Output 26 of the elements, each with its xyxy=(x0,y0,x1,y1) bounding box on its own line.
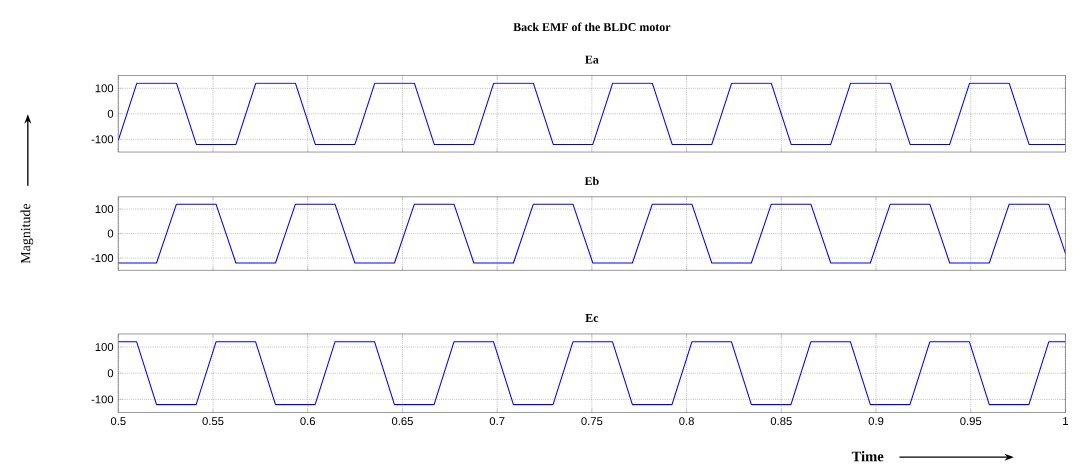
y-tick-label: -100 xyxy=(91,395,114,404)
y-tick-label: -100 xyxy=(91,254,114,263)
x-tick-label: 0.9 xyxy=(868,417,884,426)
y-tick-label: 0 xyxy=(107,369,114,378)
chart-title: Ec xyxy=(585,314,599,323)
x-tick-label: 0.75 xyxy=(581,417,603,426)
y-tick-label: 100 xyxy=(95,84,114,93)
y-axis-title: Magnitude xyxy=(20,204,34,264)
y-tick-label: -100 xyxy=(91,135,114,144)
chart-title: Back EMF of the BLDC motor xyxy=(513,22,671,32)
x-tick-label: 0.55 xyxy=(202,417,224,426)
x-tick-label: 0.7 xyxy=(489,417,505,426)
chart-subtitle: Ea xyxy=(585,55,599,64)
chart-title: Eb xyxy=(584,176,599,186)
x-tick-label: 0.65 xyxy=(391,417,413,426)
x-axis-title: Time xyxy=(851,451,884,462)
y-tick-label: 0 xyxy=(107,109,114,118)
x-tick-label: 1 xyxy=(1063,417,1069,426)
x-tick-label: 0.8 xyxy=(679,417,694,426)
x-tick-label: 0.5 xyxy=(110,417,126,426)
x-tick-label: 0.6 xyxy=(300,417,316,426)
y-tick-label: 0 xyxy=(107,229,114,238)
y-tick-label: 100 xyxy=(95,205,114,214)
y-tick-label: 100 xyxy=(95,343,114,352)
x-tick-label: 0.95 xyxy=(960,417,982,426)
x-tick-label: 0.85 xyxy=(770,417,792,426)
